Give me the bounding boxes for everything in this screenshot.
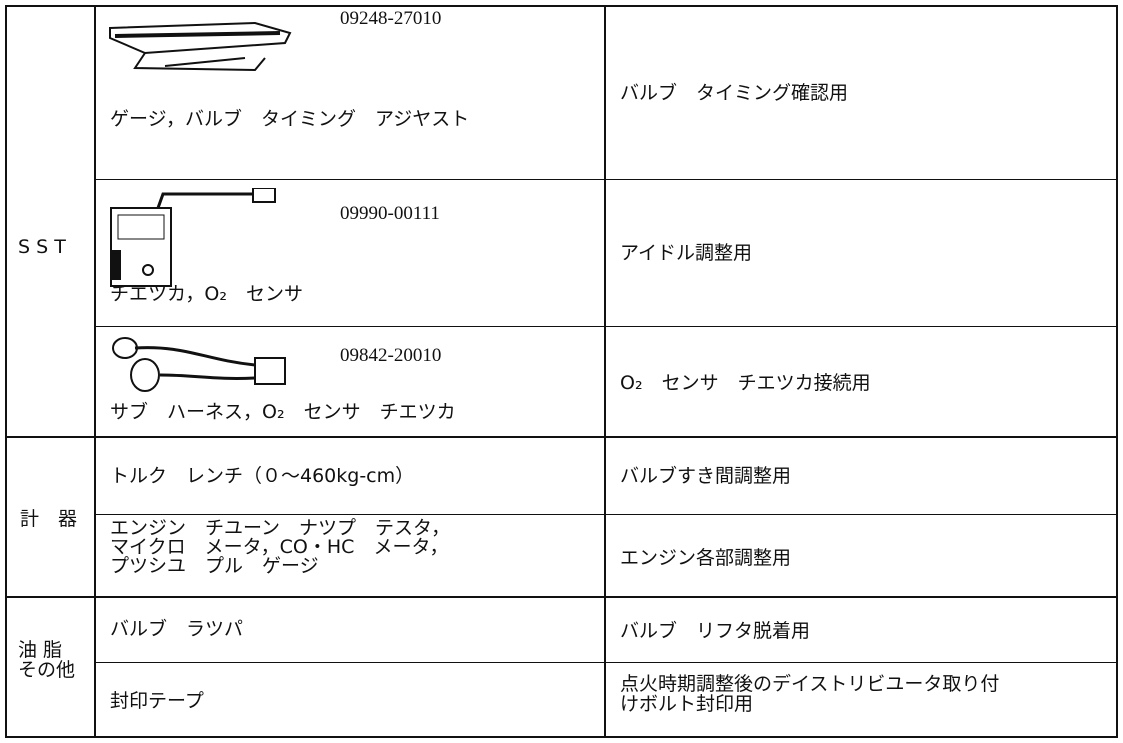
- purpose: 点火時期調整後のデイストリビユータ取り付 けボルト封印用: [620, 673, 1000, 715]
- gauge-illustration: [109, 21, 292, 72]
- group-label: 油 脂 その他: [18, 639, 76, 681]
- harness-illustration: [112, 337, 286, 392]
- group-label: 計 器: [20, 508, 78, 530]
- column-rule: [94, 5, 96, 738]
- group-label: S S T: [18, 236, 66, 258]
- table-border: [5, 5, 1118, 738]
- tool-name: サブ ハーネス，O₂ センサ チエツカ: [110, 401, 456, 423]
- purpose: バルブすき間調整用: [620, 465, 792, 487]
- row-rule: [95, 326, 1118, 327]
- row-rule: [95, 179, 1118, 180]
- part-number: 09248-27010: [340, 8, 442, 29]
- purpose: バルブ タイミング確認用: [620, 82, 849, 104]
- checker-illustration: [110, 188, 276, 287]
- column-rule: [604, 5, 606, 738]
- row-rule: [95, 514, 1118, 515]
- tool-name: トルク レンチ（０～460kg-cm）: [110, 465, 415, 487]
- group-rule: [5, 436, 1118, 438]
- part-number: 09990-00111: [340, 203, 440, 224]
- tool-name: バルブ ラツパ: [110, 618, 244, 640]
- tool-name: 封印テープ: [110, 690, 204, 712]
- row-rule: [95, 662, 1118, 663]
- purpose: アイドル調整用: [620, 242, 753, 264]
- tool-name: エンジン チユーン ナツプ テスタ， マイクロ メータ，CO・HC メータ， プ…: [110, 517, 451, 577]
- tool-name: ゲージ，バルブ タイミング アジヤスト: [110, 108, 470, 130]
- part-number: 09842-20010: [340, 345, 442, 366]
- purpose: バルブ リフタ脱着用: [620, 620, 811, 642]
- purpose: O₂ センサ チエツカ接続用: [620, 372, 871, 394]
- purpose: エンジン各部調整用: [620, 547, 792, 569]
- tool-name: チエツカ，O₂ センサ: [110, 283, 304, 305]
- group-rule: [5, 596, 1118, 598]
